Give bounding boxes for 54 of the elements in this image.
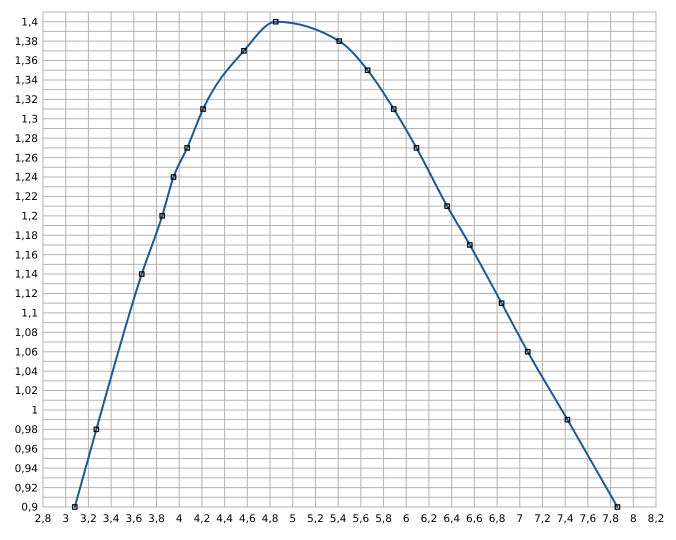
x-tick-label: 7,4 [556,513,574,525]
y-tick-label: 1,06 [14,346,38,358]
y-tick-label: 1,16 [14,249,38,262]
x-tick-label: 6,8 [488,513,506,525]
x-tick-label: 5,6 [352,513,370,525]
y-tick-label: 1,38 [14,36,38,48]
y-tick-label: 0,96 [14,443,38,456]
y-tick-label: 0,98 [14,424,38,436]
x-tick-label: 3 [62,513,70,525]
y-tick-label: 0,9 [21,502,38,514]
y-tick-label: 1,26 [14,152,38,164]
x-tick-label: 6,4 [443,513,460,525]
y-tick-label: 1,12 [14,288,38,300]
y-tick-label: 1,4 [21,16,38,28]
y-tick-label: 1,32 [14,94,38,106]
y-tick-label: 1,14 [14,268,38,281]
x-tick-label: 4,8 [262,513,278,525]
x-tick-label: 6,2 [420,513,438,525]
x-tick-label: 4,6 [238,513,256,525]
x-tick-label: 4,2 [194,513,210,525]
x-tick-label: 3,2 [80,513,97,525]
y-tick-label: 1,22 [14,191,38,204]
y-tick-label: 1,24 [14,172,38,184]
x-tick-label: 3,8 [148,513,165,525]
x-tick-label: 8,2 [648,513,664,525]
y-tick-label: 1,3 [21,113,38,126]
x-tick-label: 5,4 [330,513,347,525]
y-tick-label: 1 [31,404,38,417]
y-tick-label: 0,92 [14,482,38,494]
y-tick-label: 1,18 [14,230,38,242]
x-tick-label: 5,8 [375,513,392,525]
y-tick-label: 1,34 [14,74,38,87]
x-tick-label: 7,2 [534,513,551,525]
y-tick-label: 1,36 [14,55,38,68]
x-tick-label: 3,6 [125,513,142,525]
x-tick-label: 4 [176,513,183,525]
x-tick-label: 7 [516,513,524,525]
x-tick-label: 2,8 [34,513,52,525]
y-tick-label: 1,1 [21,308,38,320]
x-tick-label: 5 [289,513,296,525]
x-tick-label: 4,4 [216,513,234,525]
y-tick-label: 1,04 [14,366,38,378]
x-tick-label: 7,6 [580,513,597,525]
y-tick-label: 1,2 [21,210,38,222]
x-tick-label: 6 [402,513,410,525]
x-tick-label: 7,8 [602,513,619,525]
x-tick-label: 6,6 [466,513,484,525]
y-tick-label: 1,08 [14,326,38,339]
x-tick-label: 8 [630,513,637,525]
y-tick-label: 1,02 [14,385,38,398]
x-tick-label: 5,2 [307,513,324,525]
y-tick-label: 0,94 [14,462,38,475]
y-tick-label: 1,28 [14,132,38,145]
x-tick-label: 3,4 [102,513,120,525]
